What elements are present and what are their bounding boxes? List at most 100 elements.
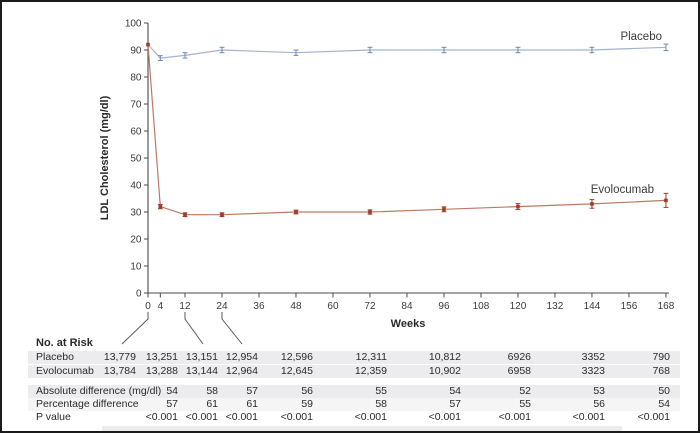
svg-text:120: 120 bbox=[510, 301, 527, 312]
svg-text:48: 48 bbox=[290, 301, 302, 312]
svg-text:156: 156 bbox=[621, 301, 638, 312]
placebo-line bbox=[147, 44, 666, 59]
data-point-marker bbox=[442, 207, 446, 212]
risk-cell: 13,251 bbox=[145, 351, 178, 363]
svg-text:132: 132 bbox=[547, 301, 564, 312]
svg-text:72: 72 bbox=[364, 301, 376, 312]
data-point-marker bbox=[294, 210, 298, 214]
row-stripe bbox=[28, 398, 680, 411]
risk-cell: 54 bbox=[166, 385, 178, 397]
row-label: Percentage difference bbox=[36, 398, 139, 410]
row-label: P value bbox=[36, 411, 71, 423]
risk-cell: 58 bbox=[375, 398, 387, 410]
risk-cell: 768 bbox=[652, 365, 670, 377]
risk-cell: 3352 bbox=[581, 351, 605, 363]
svg-text:90: 90 bbox=[130, 46, 142, 57]
risk-cell: 59 bbox=[301, 398, 313, 410]
risk-cell: 56 bbox=[593, 398, 605, 410]
risk-cell: 13,151 bbox=[185, 351, 218, 363]
risk-cell: <0.001 bbox=[280, 411, 313, 423]
placebo-series: Placebo bbox=[147, 31, 669, 62]
evolocumab-line bbox=[147, 44, 666, 216]
risk-cell: 58 bbox=[206, 385, 218, 397]
risk-cell: <0.001 bbox=[225, 411, 258, 423]
risk-cell: 54 bbox=[658, 398, 670, 410]
risk-cell: <0.001 bbox=[185, 411, 218, 423]
risk-cell: 13,144 bbox=[185, 365, 218, 377]
risk-cell: 790 bbox=[652, 351, 670, 363]
row-label: Absolute difference (mg/dl) bbox=[36, 385, 162, 397]
row-label: Evolocumab bbox=[36, 365, 94, 377]
evolocumab-series: Evolocumab bbox=[146, 42, 669, 218]
risk-cell: 55 bbox=[375, 385, 387, 397]
risk-cell: <0.001 bbox=[498, 411, 531, 423]
risk-cell: 55 bbox=[519, 398, 531, 410]
data-point-marker bbox=[183, 212, 187, 217]
risk-cell: 10,812 bbox=[428, 351, 461, 363]
svg-text:84: 84 bbox=[401, 301, 413, 312]
risk-cell: 10,902 bbox=[428, 365, 461, 377]
row-label: Placebo bbox=[36, 351, 74, 363]
svg-text:30: 30 bbox=[130, 208, 142, 219]
row-stripe bbox=[28, 351, 680, 364]
x-axis-title: Weeks bbox=[391, 318, 426, 330]
risk-cell: 13,784 bbox=[103, 365, 136, 377]
risk-cell: 13,288 bbox=[145, 365, 178, 377]
risk-cell: 12,596 bbox=[280, 351, 313, 363]
risk-cell: 57 bbox=[246, 385, 258, 397]
svg-text:36: 36 bbox=[253, 301, 265, 312]
risk-cell: 3323 bbox=[581, 365, 605, 377]
svg-text:108: 108 bbox=[473, 301, 490, 312]
risk-cell: 6958 bbox=[507, 365, 531, 377]
risk-cell: 57 bbox=[166, 398, 178, 410]
bottom-strip bbox=[102, 425, 622, 431]
svg-text:168: 168 bbox=[658, 301, 675, 312]
data-point-marker bbox=[220, 212, 224, 217]
svg-text:0: 0 bbox=[136, 289, 142, 300]
risk-cell: 57 bbox=[449, 398, 461, 410]
risk-cell: <0.001 bbox=[354, 411, 387, 423]
svg-text:40: 40 bbox=[130, 181, 142, 192]
svg-text:0: 0 bbox=[145, 301, 151, 312]
placebo-series-label: Placebo bbox=[620, 31, 662, 43]
risk-cell: 13,779 bbox=[103, 351, 136, 363]
svg-text:24: 24 bbox=[216, 301, 228, 312]
data-point-marker bbox=[516, 204, 520, 209]
svg-text:20: 20 bbox=[130, 235, 142, 246]
risk-cell: 6926 bbox=[507, 351, 531, 363]
data-point-marker bbox=[146, 42, 150, 47]
svg-text:60: 60 bbox=[130, 127, 142, 138]
risk-cell: <0.001 bbox=[145, 411, 178, 423]
risk-cell: 56 bbox=[301, 385, 313, 397]
svg-text:4: 4 bbox=[158, 301, 164, 312]
risk-table-header: No. at Risk bbox=[36, 337, 93, 349]
risk-cell: 12,359 bbox=[354, 365, 387, 377]
data-point-marker bbox=[368, 210, 372, 214]
risk-cell: 50 bbox=[658, 385, 670, 397]
risk-cell: <0.001 bbox=[572, 411, 605, 423]
risk-cell: 52 bbox=[519, 385, 531, 397]
risk-cell: <0.001 bbox=[428, 411, 461, 423]
risk-cell: 61 bbox=[246, 398, 258, 410]
svg-text:80: 80 bbox=[130, 73, 142, 84]
risk-cell: 61 bbox=[206, 398, 218, 410]
data-point-marker bbox=[664, 198, 668, 203]
evolocumab-series-label: Evolocumab bbox=[591, 184, 654, 196]
y-axis-title: LDL Cholesterol (mg/dl) bbox=[99, 95, 111, 220]
risk-cell: <0.001 bbox=[637, 411, 670, 423]
row-stripe bbox=[28, 365, 680, 378]
risk-cell: 54 bbox=[449, 385, 461, 397]
leader-lines bbox=[121, 312, 243, 345]
svg-text:12: 12 bbox=[179, 301, 191, 312]
svg-text:96: 96 bbox=[438, 301, 450, 312]
svg-text:100: 100 bbox=[125, 19, 142, 30]
axis-ticks bbox=[144, 22, 667, 298]
svg-text:70: 70 bbox=[130, 100, 142, 111]
data-point-marker bbox=[590, 202, 594, 206]
risk-cell: 12,645 bbox=[280, 365, 313, 377]
svg-text:50: 50 bbox=[130, 154, 142, 165]
data-point-marker bbox=[158, 204, 163, 209]
